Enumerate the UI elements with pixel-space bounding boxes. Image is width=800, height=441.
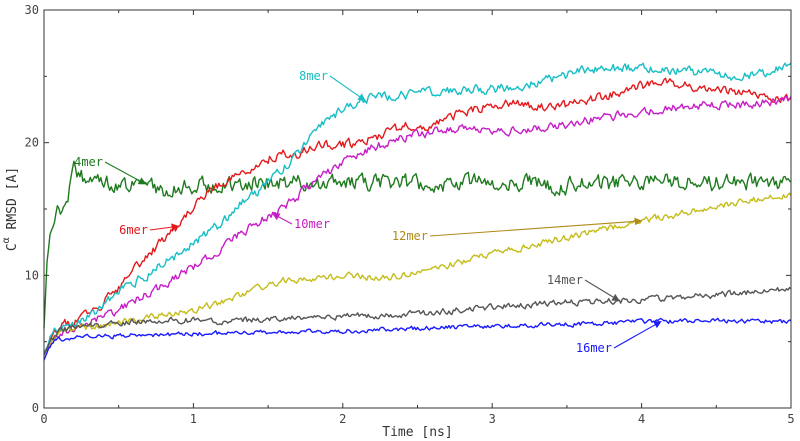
annotation-arrow <box>584 279 620 302</box>
x-tick-label: 2 <box>339 412 346 426</box>
y-tick-label: 10 <box>25 268 39 282</box>
annotation-arrow <box>149 223 180 231</box>
annotation-6mer: 6mer <box>119 223 180 237</box>
series-line-16mer <box>43 317 792 361</box>
annotation-arrow <box>271 213 293 225</box>
series-line-12mer <box>43 192 792 356</box>
annotation-4mer: 4mer <box>74 155 147 185</box>
x-tick-label: 0 <box>40 412 47 426</box>
series-line-10mer <box>43 95 792 356</box>
annotation-label: 6mer <box>119 223 148 237</box>
series-line-4mer <box>43 160 792 329</box>
annotation-arrow <box>104 161 147 185</box>
y-axis-label-main: C <box>5 243 20 251</box>
series-line-6mer <box>43 77 792 356</box>
y-axis-label: Cα RMSD [A] <box>1 167 20 251</box>
x-axis-label: Time [ns] <box>382 425 452 440</box>
y-tick-label: 0 <box>32 401 39 415</box>
annotation-arrow <box>613 320 662 349</box>
annotation-8mer: 8mer <box>299 69 366 101</box>
x-tick-label: 5 <box>787 412 794 426</box>
annotation-label: 4mer <box>74 155 103 169</box>
annotation-12mer: 12mer <box>392 217 643 243</box>
y-axis-label-rest: RMSD [A] <box>5 167 20 237</box>
annotation-label: 12mer <box>392 229 428 243</box>
x-tick-label: 1 <box>190 412 197 426</box>
annotation-14mer: 14mer <box>547 273 620 302</box>
annotation-layer: 4mer 6mer 8mer 10mer 12mer 14mer 16mer <box>74 69 662 355</box>
series-line-14mer <box>43 286 792 356</box>
series-line-8mer <box>43 62 792 356</box>
series-layer <box>43 62 792 361</box>
tick-layer: 0 1 2 3 4 5 0 10 20 30 <box>25 3 795 426</box>
x-tick-label: 4 <box>638 412 645 426</box>
annotation-10mer: 10mer <box>271 213 330 231</box>
y-tick-label: 20 <box>25 136 39 150</box>
x-tick-label: 3 <box>489 412 496 426</box>
annotation-label: 8mer <box>299 69 328 83</box>
annotation-label: 16mer <box>576 341 612 355</box>
y-tick-label: 30 <box>25 3 39 17</box>
plot-frame <box>43 9 792 409</box>
y-axis-label-superscript: α <box>1 237 12 243</box>
annotation-label: 10mer <box>294 217 330 231</box>
annotation-label: 14mer <box>547 273 583 287</box>
annotation-16mer: 16mer <box>576 320 662 355</box>
annotation-arrow <box>329 75 366 101</box>
annotation-arrow <box>429 217 643 237</box>
